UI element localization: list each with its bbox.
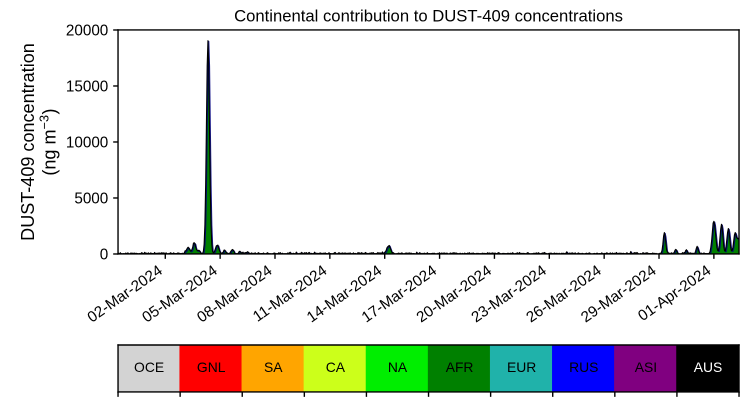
svg-text:NA: NA — [388, 359, 408, 375]
svg-text:Continental contribution to DU: Continental contribution to DUST-409 con… — [234, 7, 623, 26]
svg-text:AFR: AFR — [446, 359, 474, 375]
svg-text:10000: 10000 — [66, 135, 108, 152]
svg-text:CA: CA — [326, 359, 346, 375]
svg-text:OCE: OCE — [134, 359, 164, 375]
svg-text:RUS: RUS — [569, 359, 598, 375]
svg-text:5000: 5000 — [74, 191, 108, 208]
svg-text:0: 0 — [100, 247, 109, 264]
svg-text:EUR: EUR — [507, 359, 536, 375]
svg-text:20000: 20000 — [66, 23, 108, 40]
svg-text:15000: 15000 — [66, 79, 108, 96]
svg-text:AUS: AUS — [694, 359, 723, 375]
svg-text:ASI: ASI — [635, 359, 657, 375]
svg-text:SA: SA — [264, 359, 283, 375]
svg-text:GNL: GNL — [197, 359, 226, 375]
